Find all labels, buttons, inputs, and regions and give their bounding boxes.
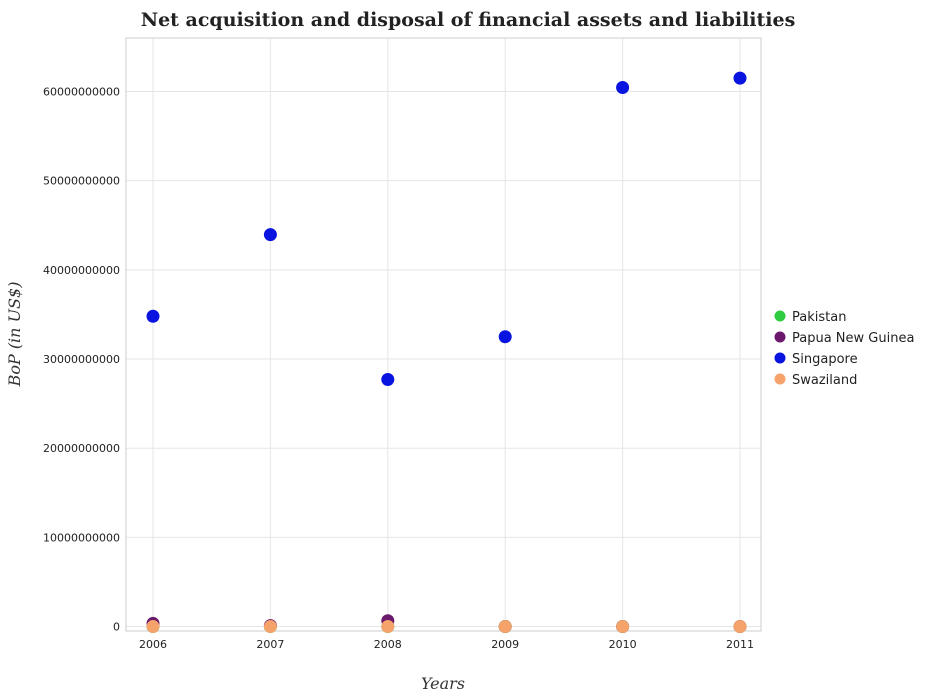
point-singapore-2007 [263,228,277,242]
point-singapore-2006 [146,309,160,323]
point-swaziland-2006 [146,620,160,634]
legend: Pakistan Papua New Guinea Singapore Swazila… [774,310,914,388]
point-swaziland-2007 [263,620,277,634]
legend-label-singapore: Singapore [792,352,858,367]
point-swaziland-2010 [616,620,630,634]
x-tick-label: 2007 [256,638,284,651]
y-tick-label: 20000000000 [43,442,120,455]
plot-area: 0 10000000000 20000000000 30000000000 400000… [43,37,762,651]
x-tick-label: 2011 [726,638,754,651]
point-singapore-2008 [381,373,395,387]
chart-title: Net acquisition and disposal of financia… [141,9,796,31]
x-tick-label: 2006 [139,638,167,651]
point-swaziland-2008 [381,620,395,634]
point-swaziland-2009 [498,620,512,634]
x-axis-label: Years [421,674,465,693]
legend-marker-swaziland [774,373,786,385]
point-singapore-2009 [498,330,512,344]
y-tick-label: 60000000000 [43,86,120,99]
legend-label-swaziland: Swaziland [792,373,857,388]
y-axis-label: BoP (in US$) [5,282,24,388]
x-tick-label: 2010 [609,638,637,651]
legend-marker-pakistan [774,310,786,322]
y-tick-label: 0 [113,621,120,634]
y-tick-label: 40000000000 [43,264,120,277]
plot-frame [125,37,762,632]
y-tick-label: 10000000000 [43,531,120,544]
legend-label-pakistan: Pakistan [792,310,846,325]
legend-marker-papua-new-guinea [774,331,786,343]
legend-marker-singapore [774,352,786,364]
x-tick-label: 2008 [374,638,402,651]
data-points [146,71,747,634]
x-tick-label: 2009 [491,638,519,651]
x-tick-labels: 2006 2007 2008 2009 2010 2011 [139,638,754,651]
y-tick-label: 50000000000 [43,175,120,188]
y-tick-labels: 0 10000000000 20000000000 30000000000 400000… [43,86,120,634]
point-singapore-2010 [616,80,630,94]
point-singapore-2011 [733,71,747,85]
grid-lines [126,38,761,631]
legend-label-papua-new-guinea: Papua New Guinea [792,331,914,346]
y-tick-label: 30000000000 [43,353,120,366]
point-swaziland-2011 [733,620,747,634]
